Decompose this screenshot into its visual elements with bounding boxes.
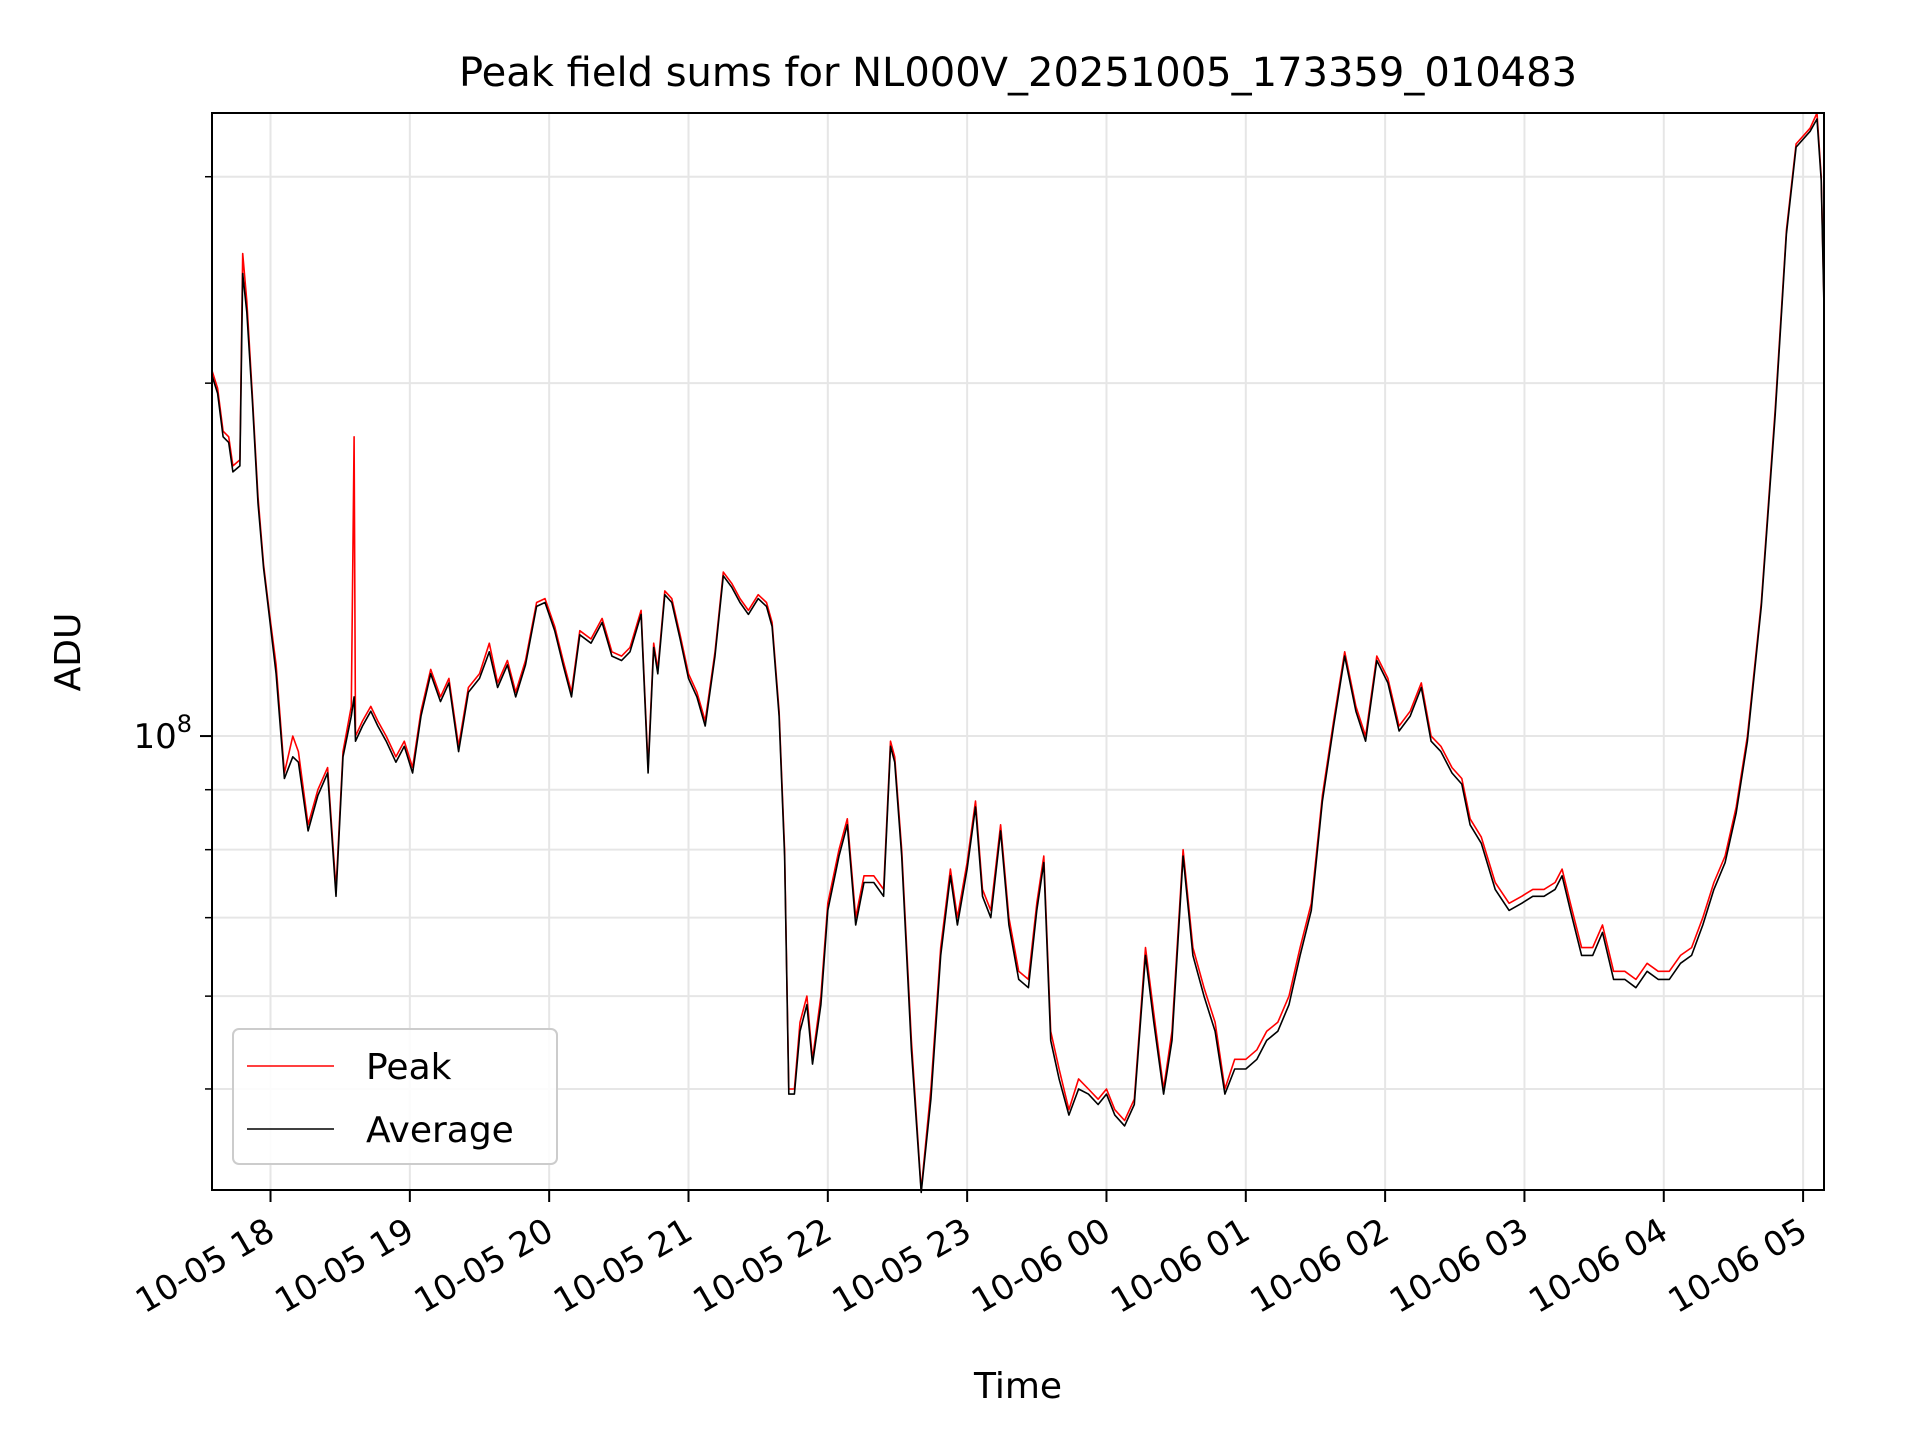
plot-frame [211,112,1825,1191]
chart-title: Peak field sums for NL000V_20251005_1733… [459,50,1577,96]
y-axis-label: ADU [48,613,89,692]
series-layer [211,112,1825,1194]
grid-lines [212,113,1824,1190]
legend-label-peak: Peak [366,1047,452,1088]
x-axis-label: Time [973,1366,1062,1407]
legend-label-average: Average [366,1110,514,1151]
legend: Peak Average [232,1028,558,1165]
series-line-average [211,118,1825,1194]
legend-box [232,1028,558,1165]
